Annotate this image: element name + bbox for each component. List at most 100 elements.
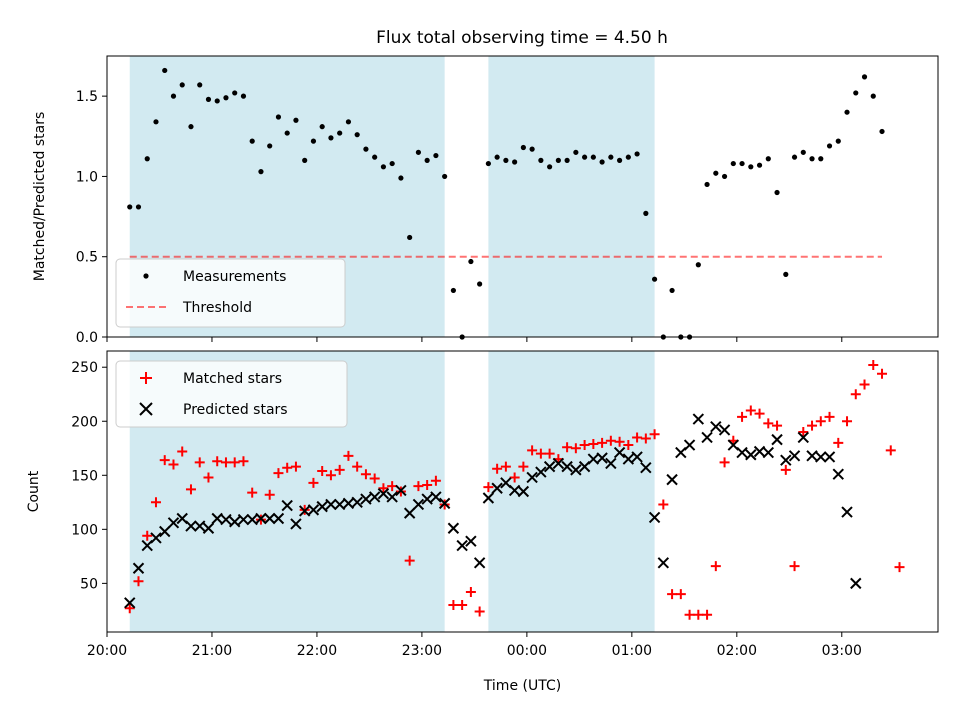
predicted-point (316, 500, 328, 513)
measurement-point (739, 160, 745, 167)
matched-point (238, 456, 249, 467)
matched-point (369, 473, 380, 484)
measurement-point (573, 149, 579, 155)
matched-point (378, 483, 389, 494)
predicted-point (281, 499, 293, 512)
matched-point (194, 457, 205, 468)
predicted-point (403, 507, 416, 519)
matched-point (150, 497, 161, 508)
matched-point (343, 450, 354, 461)
legend-x-swatch (139, 402, 153, 416)
measurement-point (835, 138, 841, 144)
predicted-point (797, 431, 809, 444)
predicted-point (263, 512, 276, 525)
measurement-point (547, 164, 553, 170)
matched-point (124, 603, 135, 614)
measurement-point (512, 159, 518, 165)
measurement-point (319, 124, 325, 130)
matched-point (430, 475, 441, 486)
matched-point (159, 455, 170, 466)
predicted-point (482, 492, 495, 504)
matched-point (535, 448, 546, 459)
matched-point (675, 589, 686, 600)
predicted-point (430, 491, 442, 503)
predicted-point (386, 491, 398, 503)
predicted-point (570, 464, 582, 476)
predicted-point (657, 557, 670, 569)
matched-point (710, 561, 721, 572)
measurement-point (223, 95, 229, 101)
matched-point (833, 437, 844, 448)
matched-point (527, 445, 538, 456)
predicted-point (850, 577, 862, 590)
x-tick-label: 22:00 (297, 643, 337, 659)
predicted-point (648, 511, 661, 524)
predicted-point (237, 513, 250, 526)
plot-frame (106, 350, 939, 633)
predicted-point (307, 504, 320, 516)
measurement-point (284, 130, 290, 136)
matched-point (667, 589, 678, 600)
predicted-point (605, 457, 617, 470)
measurement-point (704, 181, 710, 188)
legend-label: Predicted stars (183, 402, 288, 418)
matched-point (658, 499, 669, 510)
matched-point (177, 446, 188, 457)
predicted-point (841, 506, 853, 518)
predicted-point (692, 413, 705, 425)
measurement-point (564, 157, 570, 163)
matched-point (413, 481, 424, 492)
predicted-point (124, 597, 136, 609)
matched-point (509, 472, 520, 483)
predicted-point (456, 539, 468, 552)
measurement-point (135, 204, 142, 210)
measurement-point (337, 130, 343, 136)
matched-point (693, 609, 704, 620)
measurement-point (415, 149, 422, 155)
matched-point (142, 530, 153, 541)
matched-point (894, 562, 905, 573)
matched-point (737, 411, 748, 422)
y-tick-label: 200 (71, 414, 98, 430)
measurement-point (765, 156, 771, 162)
measurement-point (538, 157, 544, 163)
matched-point (885, 445, 896, 456)
matched-point (763, 418, 774, 429)
predicted-point (421, 493, 433, 505)
predicted-point (771, 433, 783, 446)
measurement-point (442, 173, 448, 180)
matched-point (684, 609, 695, 620)
matched-point (772, 420, 783, 431)
measurement-point (651, 276, 658, 282)
matched-point (859, 379, 870, 390)
predicted-point (526, 471, 538, 484)
matched-point (273, 468, 284, 479)
matched-point (290, 461, 301, 472)
measurement-point (293, 117, 299, 123)
measurement-point (809, 156, 815, 162)
predicted-point (561, 460, 573, 473)
matched-point (702, 609, 713, 620)
matched-point (518, 461, 529, 472)
matched-point (247, 487, 258, 498)
x-axis-label: Time (UTC) (483, 678, 561, 694)
matched-point (492, 463, 503, 474)
matched-point (570, 443, 581, 454)
predicted-point (491, 482, 503, 494)
measurement-point (748, 164, 754, 170)
matched-point (465, 587, 476, 598)
predicted-point (351, 496, 363, 509)
measurement-point (188, 124, 194, 130)
measurement-point (756, 162, 763, 168)
predicted-point (718, 424, 731, 436)
measurement-point (582, 154, 588, 160)
legend-plus-swatch (140, 372, 152, 384)
predicted-point (683, 439, 696, 451)
measurement-point (249, 138, 255, 144)
predicted-point (325, 498, 337, 511)
matched-point (264, 489, 275, 500)
matched-point (308, 477, 319, 488)
measurement-point (363, 146, 369, 152)
measurement-point (275, 114, 282, 120)
predicted-point (622, 453, 635, 465)
